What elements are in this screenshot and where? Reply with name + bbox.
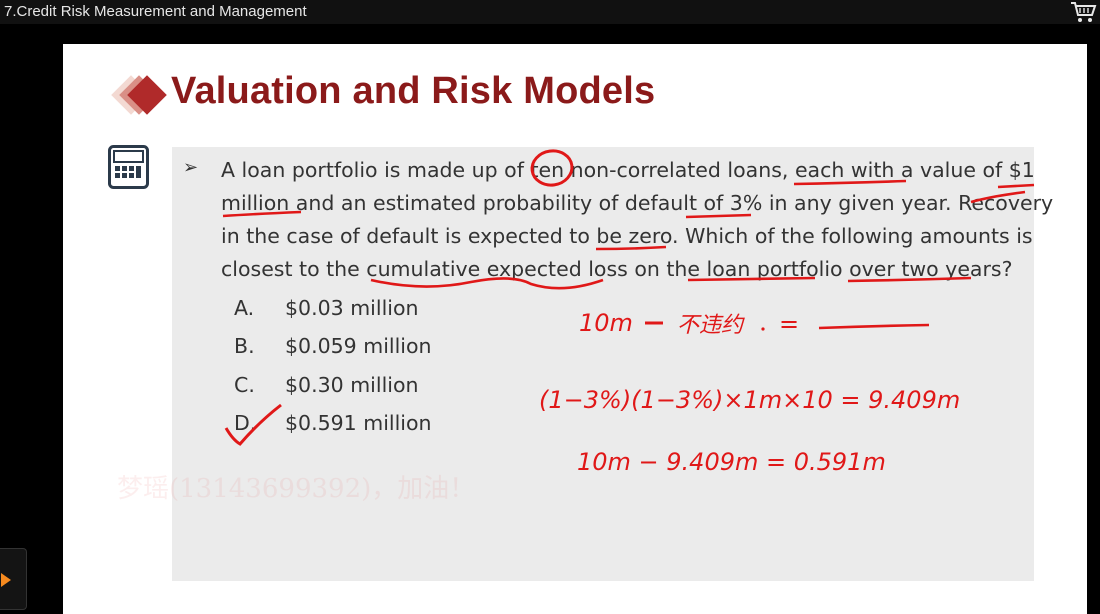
shopping-cart-icon[interactable]	[1068, 0, 1098, 25]
underline-mark	[970, 190, 1026, 204]
slide-canvas: Valuation and Risk Models 梦瑶(13143699392…	[63, 44, 1087, 614]
underline-mark	[222, 210, 302, 218]
underline-mark	[793, 179, 907, 186]
option-letter: D.	[234, 411, 257, 435]
slide-heading: Valuation and Risk Models	[171, 70, 656, 112]
question-line: in the case of default is expected to be…	[221, 224, 1033, 248]
option-text: $0.059 million	[285, 334, 432, 358]
handwriting-text: (1−3%)(1−3%)×1m×10 = 9.409m	[539, 386, 960, 414]
left-side-rail	[0, 24, 63, 614]
handwriting-text: 不违约	[677, 313, 745, 338]
question-line: million and an estimated probability of …	[221, 191, 1054, 215]
option-letter: C.	[234, 373, 255, 397]
underline-mark	[997, 183, 1035, 189]
underline-mark	[847, 276, 972, 283]
window-title: 7.Credit Risk Measurement and Management	[4, 3, 307, 20]
handwriting-text: 10m	[579, 309, 633, 337]
window-titlebar: 7.Credit Risk Measurement and Management	[0, 0, 1100, 24]
underline-mark	[687, 276, 816, 282]
question-panel	[172, 147, 1034, 581]
right-side-rail	[1087, 24, 1100, 614]
handwriting-text: =	[779, 310, 799, 338]
option-letter: B.	[234, 334, 255, 358]
question-line: closest to the cumulative expected loss …	[221, 257, 1013, 281]
question-text: A loan portfolio is made up of ten non-c…	[221, 154, 1054, 286]
handwriting-text: 10m − 9.409m = 0.591m	[577, 448, 886, 476]
underline-mark	[685, 213, 752, 219]
option-text: $0.591 million	[285, 411, 432, 435]
option-text: $0.30 million	[285, 373, 419, 397]
underline-mark	[370, 277, 604, 290]
diamond-logo-icon	[111, 75, 167, 115]
option-text: $0.03 million	[285, 296, 419, 320]
play-icon	[1, 573, 11, 587]
option-letter: A.	[234, 296, 255, 320]
handwriting-annotations: 10m 不违约 = (1−3%)(1−3%)×1m×10 = 9.409m 10…	[222, 149, 1035, 476]
bullet-arrow-icon: ➢	[183, 157, 199, 177]
watermark-text: 梦瑶(13143699392)，加油！	[117, 474, 476, 504]
play-button[interactable]	[0, 548, 27, 610]
checkmark-icon	[224, 403, 282, 446]
question-line: A loan portfolio is made up of ten non-c…	[221, 158, 1035, 182]
calculator-icon	[108, 145, 149, 189]
underline-mark	[595, 245, 667, 251]
circle-mark	[530, 149, 574, 187]
